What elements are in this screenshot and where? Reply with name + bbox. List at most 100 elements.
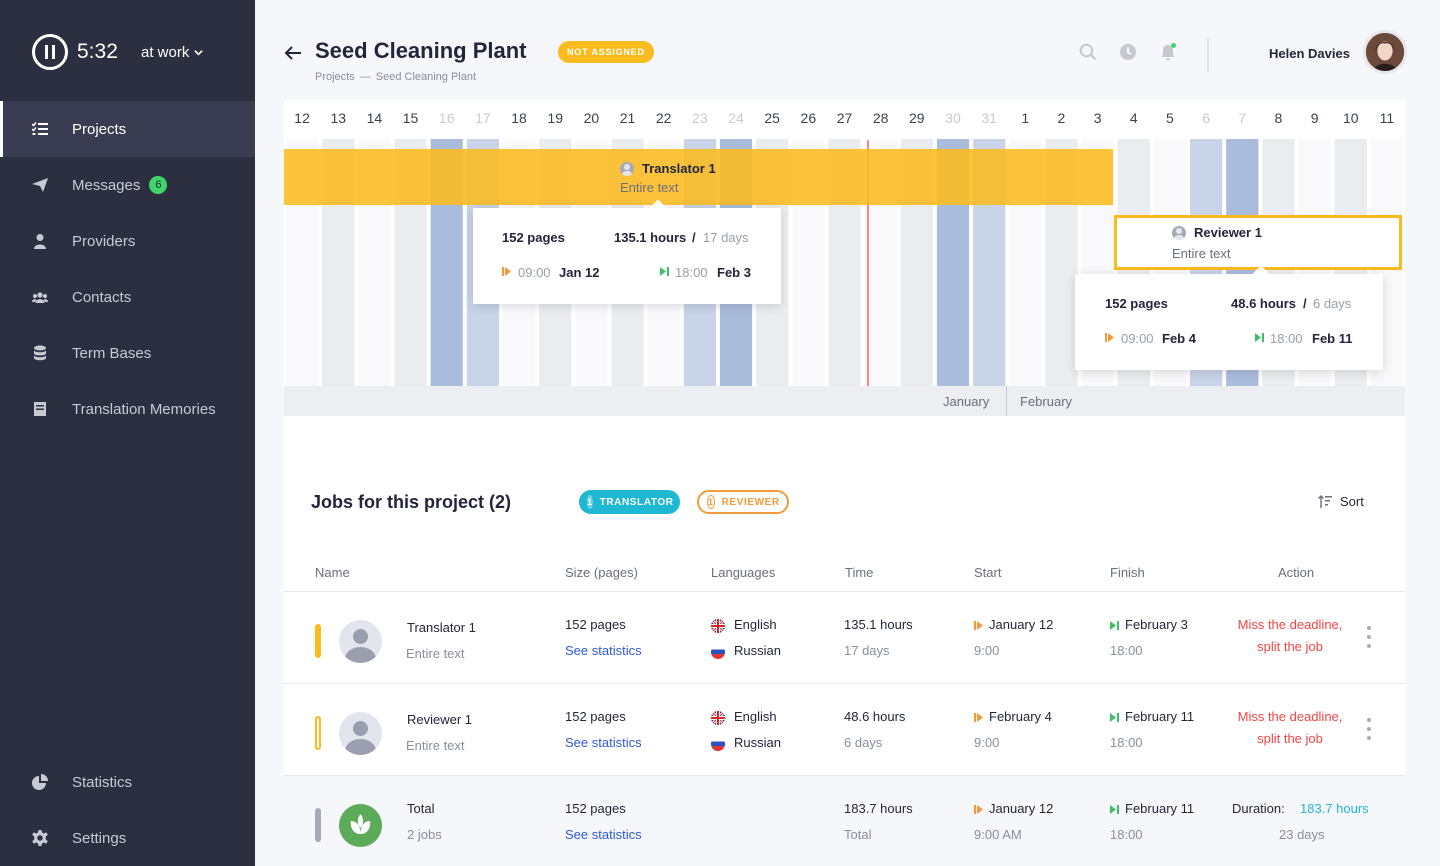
sidebar-item-label: Settings (72, 829, 127, 847)
table-row[interactable]: Translator 1 Entire text 152 pages See s… (284, 591, 1405, 683)
sidebar-item-projects[interactable]: Projects (0, 101, 255, 157)
sort-button[interactable]: Sort (1318, 494, 1364, 509)
job-days: 6 days (844, 735, 883, 750)
sidebar-item-messages[interactable]: Messages 6 (0, 157, 255, 213)
table-row[interactable]: Reviewer 1 Entire text 152 pages See sta… (284, 683, 1405, 775)
kebab-dot (1367, 736, 1371, 740)
job-finish-date: February 11 (1125, 709, 1195, 724)
pause-icon (45, 45, 48, 59)
see-statistics-link[interactable]: See statistics (565, 735, 642, 750)
popup-pages: 152 pages (502, 230, 565, 245)
avatar[interactable] (1363, 30, 1407, 74)
job-name: Translator 1 (407, 620, 476, 635)
search-icon[interactable] (1079, 43, 1097, 61)
sidebar-item-translation-memories[interactable]: Translation Memories (0, 381, 255, 437)
user-avatar-icon (1172, 225, 1186, 240)
timer-display: 5:32 (77, 40, 118, 63)
sidebar-item-statistics[interactable]: Statistics (0, 754, 255, 810)
bell-icon[interactable] (1159, 43, 1177, 61)
reviewer-filter-pill[interactable]: 1 REVIEWER (697, 490, 789, 514)
sidebar-item-label: Translation Memories (72, 400, 216, 418)
day-number: 10 (1342, 110, 1359, 126)
popup-end-time: 18:00 (675, 265, 708, 280)
popup-separator: / (692, 230, 696, 245)
column-header-start[interactable]: Start (974, 565, 1002, 580)
popup-start-date: Feb 4 (1162, 331, 1196, 346)
sidebar-item-providers[interactable]: Providers (0, 213, 255, 269)
split-job-action[interactable]: Miss the deadline, split the job (1226, 706, 1354, 750)
person-icon (32, 233, 48, 249)
kebab-dot (1367, 635, 1371, 639)
more-options-icon[interactable] (1364, 626, 1374, 648)
database-icon (32, 345, 48, 361)
sidebar-item-term-bases[interactable]: Term Bases (0, 325, 255, 381)
duration-label: Duration: (1232, 801, 1285, 816)
popup-days: 6 days (1313, 296, 1352, 311)
column-header-finish[interactable]: Finish (1110, 565, 1145, 580)
breadcrumb-projects[interactable]: Projects (315, 71, 355, 83)
reviewer-bar[interactable]: Reviewer 1 Entire text (1114, 215, 1402, 270)
column-header-name[interactable]: Name (315, 565, 350, 580)
work-status-dropdown[interactable]: at work (141, 44, 204, 61)
column-header-size[interactable]: Size (pages) (565, 565, 638, 580)
column-header-time[interactable]: Time (845, 565, 874, 580)
uk-flag-icon (711, 619, 725, 633)
gear-icon (32, 830, 48, 846)
translator-details-popup: 152 pages 135.1 hours / 17 days 09:00 Ja… (473, 199, 781, 304)
see-statistics-link[interactable]: See statistics (565, 827, 642, 842)
day-number: 24 (728, 110, 744, 126)
month-band (284, 386, 1405, 416)
total-label: Total (407, 801, 435, 816)
start-flag-icon (974, 805, 983, 814)
duration-hours: 183.7 hours (1300, 801, 1369, 816)
kebab-dot (1367, 718, 1371, 722)
translator-bar[interactable]: Translator 1 Entire text (284, 149, 1113, 205)
job-finish-time: 18:00 (1110, 643, 1143, 658)
see-statistics-link[interactable]: See statistics (565, 643, 642, 658)
sort-icon (1318, 494, 1332, 508)
day-number: 3 (1093, 110, 1102, 126)
time-tracker: 5:32 at work (0, 0, 255, 104)
user-name[interactable]: Helen Davies (1269, 46, 1350, 61)
jobs-title: Jobs for this project (2) (311, 492, 512, 512)
day-number: 2 (1057, 110, 1066, 126)
translator-filter-pill[interactable]: 1 TRANSLATOR (579, 490, 680, 514)
back-arrow-icon[interactable] (284, 44, 302, 62)
column-header-languages[interactable]: Languages (711, 565, 776, 580)
split-job-action[interactable]: Miss the deadline, split the job (1226, 614, 1354, 658)
day-number: 22 (655, 110, 672, 126)
clock-icon[interactable] (1119, 43, 1137, 61)
month-divider (1006, 386, 1007, 416)
job-start-date: January 12 (989, 617, 1054, 632)
user-avatar-icon (620, 161, 634, 176)
duration-days: 23 days (1279, 827, 1325, 842)
job-pages: 152 pages (565, 709, 626, 724)
language-source: English (734, 617, 777, 632)
total-pages: 152 pages (565, 801, 626, 816)
uk-flag-icon (711, 711, 725, 725)
pill-count: 1 (707, 495, 715, 509)
day-number: 7 (1238, 110, 1247, 126)
day-number: 25 (764, 110, 780, 126)
day-number: 5 (1166, 110, 1174, 126)
pause-button[interactable] (32, 34, 68, 70)
sidebar-item-contacts[interactable]: Contacts (0, 269, 255, 325)
sidebar-item-label: Projects (72, 120, 127, 138)
day-number: 23 (692, 110, 708, 126)
day-number: 17 (475, 110, 491, 126)
sidebar-item-settings[interactable]: Settings (0, 810, 255, 866)
sidebar: 5:32 at work Projects Messages 6 Provide… (0, 0, 255, 866)
month-label-january: January (943, 394, 990, 409)
day-number: 20 (583, 110, 600, 126)
total-hours-label: Total (844, 827, 872, 842)
job-finish-date: February 3 (1125, 617, 1188, 632)
popup-hours: 48.6 hours (1231, 296, 1297, 311)
day-number: 31 (981, 110, 997, 126)
start-flag-icon (974, 621, 983, 630)
today-marker (867, 140, 869, 386)
more-options-icon[interactable] (1364, 718, 1374, 740)
jobs-panel: Jobs for this project (2) 1 TRANSLATOR 1… (284, 416, 1405, 866)
day-number: 13 (330, 110, 347, 126)
paper-plane-icon (32, 177, 48, 193)
popup-separator: / (1303, 296, 1307, 311)
